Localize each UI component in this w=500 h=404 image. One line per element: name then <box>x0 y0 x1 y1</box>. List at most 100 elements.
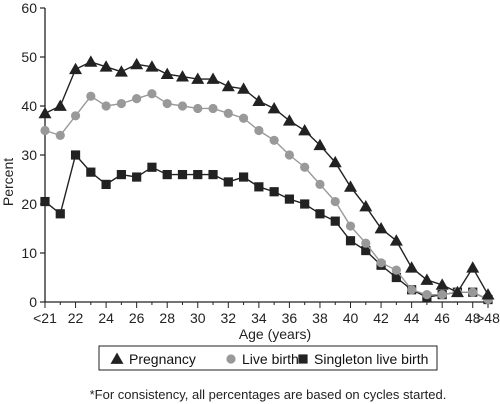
data-point <box>69 62 83 75</box>
data-point <box>450 285 464 298</box>
legend-label: Pregnancy <box>129 351 196 367</box>
data-point <box>315 179 325 189</box>
data-point <box>40 196 50 207</box>
series-layer <box>38 55 495 305</box>
x-tick-label: 36 <box>282 310 298 326</box>
data-point <box>254 125 264 136</box>
y-tick-label: 60 <box>21 0 37 16</box>
x-tick-label: 32 <box>221 310 237 326</box>
axes: 0 10 20 30 40 50 60 <21 22 24 26 28 30 32 34 36 38 40 42 44… <box>21 0 500 326</box>
data-point <box>422 290 432 300</box>
series-line <box>44 61 489 295</box>
legend-label: Live birth <box>242 351 299 367</box>
data-point <box>86 91 96 101</box>
data-point <box>221 79 235 92</box>
x-tick-label: 24 <box>98 310 114 326</box>
y-tick-label: 10 <box>21 245 37 261</box>
series-live-birth <box>40 89 493 305</box>
data-point <box>437 290 447 300</box>
data-point <box>177 101 188 111</box>
x-tick-label: 34 <box>251 310 267 326</box>
data-point <box>206 72 220 84</box>
legend: Pregnancy Live birth Singleton live birth <box>98 345 438 371</box>
data-point <box>223 108 233 118</box>
data-point <box>254 182 264 192</box>
data-point <box>238 113 249 123</box>
data-point <box>300 199 310 209</box>
data-point <box>99 60 113 72</box>
data-point <box>70 150 81 160</box>
data-point <box>147 162 157 172</box>
y-tick-label: 50 <box>21 49 37 65</box>
data-point <box>481 288 495 300</box>
data-point <box>53 99 67 111</box>
data-point <box>132 172 142 182</box>
data-point <box>40 125 50 136</box>
legend-box <box>98 345 438 371</box>
data-point <box>328 155 342 168</box>
data-point <box>130 57 144 70</box>
y-tick-label: 0 <box>29 294 37 310</box>
data-point <box>162 98 172 109</box>
data-point <box>237 82 251 94</box>
data-point <box>86 167 96 177</box>
y-axis-title: Percent <box>0 158 16 206</box>
data-point <box>101 101 111 111</box>
data-point <box>223 177 233 187</box>
data-point <box>376 258 386 268</box>
data-point <box>162 170 172 180</box>
data-point <box>468 287 478 297</box>
data-point <box>38 106 52 119</box>
data-point <box>345 221 356 231</box>
data-point <box>101 179 111 189</box>
data-point <box>435 278 449 290</box>
data-point <box>315 209 325 219</box>
footnote: *For consistency, all percentages are ba… <box>90 387 447 402</box>
y-tick-label: 40 <box>21 98 37 114</box>
data-point <box>466 261 480 273</box>
data-point <box>300 162 310 172</box>
series-line <box>44 153 489 301</box>
data-point <box>116 98 126 109</box>
data-point <box>55 209 65 219</box>
legend-marker-square <box>298 354 308 364</box>
data-point <box>391 272 401 283</box>
data-point <box>405 261 419 273</box>
x-tick-label: 30 <box>190 310 206 326</box>
x-tick-label: 28 <box>159 310 175 326</box>
data-point <box>269 135 279 145</box>
x-tick-label: 48 <box>465 310 481 326</box>
data-point <box>374 222 388 234</box>
series-line <box>44 92 489 301</box>
y-tick-label: 30 <box>21 147 37 163</box>
y-tick-label: 20 <box>21 196 37 212</box>
data-point <box>407 285 417 295</box>
data-point <box>345 236 356 246</box>
data-point <box>284 194 295 204</box>
data-point <box>193 103 203 114</box>
data-point <box>55 130 65 140</box>
data-point <box>359 199 373 212</box>
data-point <box>177 170 188 180</box>
data-point <box>116 170 126 180</box>
data-point <box>208 170 218 180</box>
data-point <box>160 67 174 80</box>
data-point <box>313 138 327 151</box>
data-point <box>145 60 159 72</box>
x-axis-title: Age (years) <box>239 326 311 342</box>
data-point <box>269 187 279 197</box>
data-point <box>70 111 81 121</box>
data-point <box>267 101 281 114</box>
legend-marker-triangle <box>110 352 124 364</box>
x-tick-label: 46 <box>434 310 450 326</box>
data-point <box>191 72 205 84</box>
x-tick-label: <21 <box>33 310 57 326</box>
data-point <box>193 170 203 180</box>
data-point <box>389 234 403 246</box>
legend-label: Singleton live birth <box>314 351 428 367</box>
data-point <box>361 245 371 256</box>
data-point <box>84 55 98 67</box>
data-point <box>284 150 295 160</box>
x-tick-label: 26 <box>129 310 145 326</box>
